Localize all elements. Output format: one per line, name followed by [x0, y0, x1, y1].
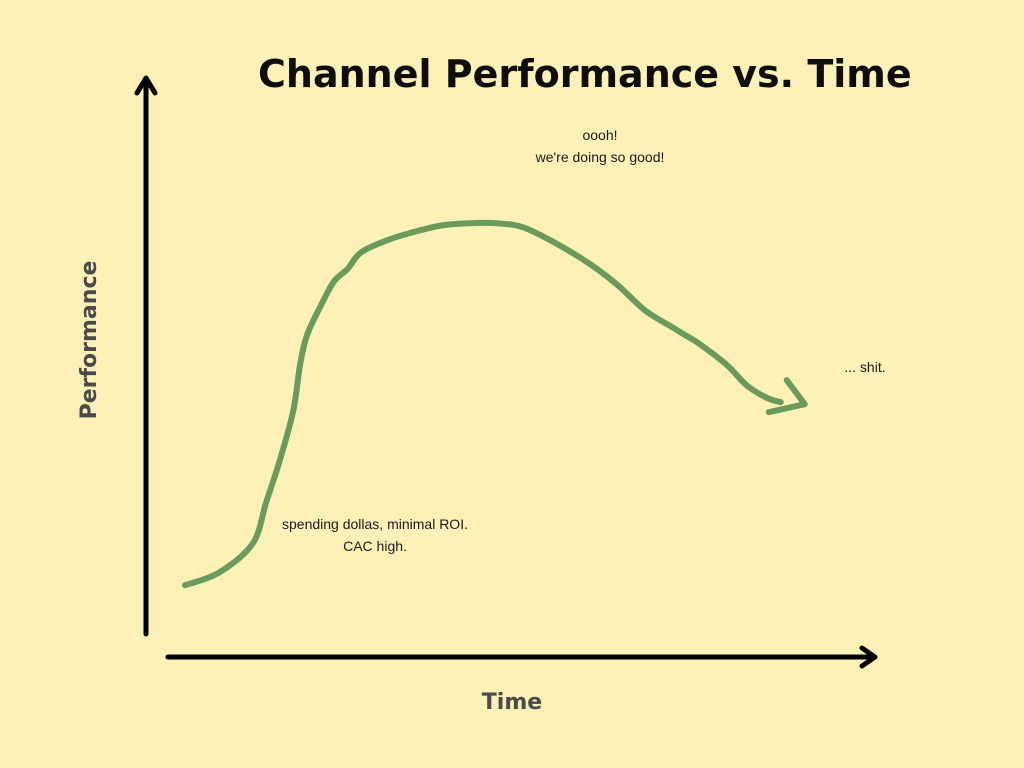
annotation-line: oooh! [582, 127, 618, 143]
annotation-decline: ... shit. [830, 356, 900, 378]
x-axis-label: Time [481, 690, 543, 715]
y-axis-arrow [134, 75, 158, 96]
annotation-line: ... shit. [844, 359, 886, 375]
x-axis-arrow [859, 645, 878, 669]
annotation-spending: spending dollas, minimal ROI. CAC high. [260, 513, 490, 557]
annotation-line: spending dollas, minimal ROI. [282, 516, 468, 532]
annotation-line: CAC high. [343, 538, 407, 554]
axes [134, 75, 878, 669]
annotation-doing-good: oooh! we're doing so good! [500, 124, 700, 168]
series-arrowhead-0 [765, 377, 808, 416]
annotation-line: we're doing so good! [535, 149, 665, 165]
y-axis-label: Performance [77, 260, 102, 420]
series-layer [182, 219, 808, 589]
series-line-0 [182, 219, 784, 589]
chart-title: Channel Performance vs. Time [258, 52, 912, 96]
